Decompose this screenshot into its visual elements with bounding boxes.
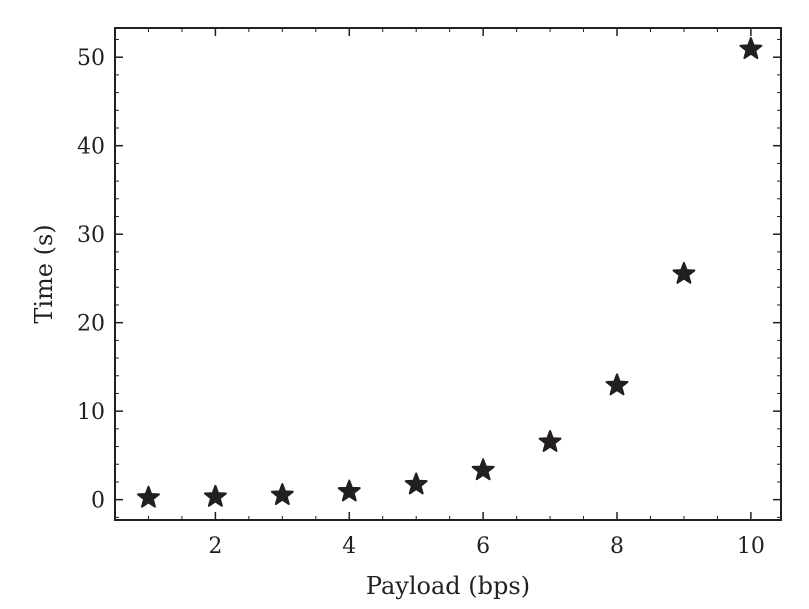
y-tick-label: 30 <box>77 223 105 248</box>
data-points <box>137 37 763 508</box>
x-tick-label: 4 <box>342 534 356 559</box>
data-point-star <box>672 261 696 284</box>
x-axis-label: Payload (bps) <box>366 572 530 600</box>
data-point-star <box>739 37 763 60</box>
x-tick-label: 2 <box>208 534 222 559</box>
y-tick-label: 50 <box>77 46 105 71</box>
data-point-star <box>337 479 361 502</box>
x-tick-label: 8 <box>610 534 624 559</box>
x-tick-label: 10 <box>737 534 765 559</box>
data-point-star <box>404 472 428 495</box>
x-tick-label: 6 <box>476 534 490 559</box>
tick-labels: 2 4 6 8 10 0 10 20 30 40 50 <box>77 46 765 559</box>
axis-ticks <box>115 28 781 520</box>
data-point-star <box>137 485 160 508</box>
data-point-star <box>270 483 294 506</box>
data-point-star <box>471 458 495 481</box>
data-point-star <box>538 430 562 452</box>
y-tick-label: 40 <box>77 135 105 160</box>
y-tick-label: 20 <box>77 312 105 337</box>
y-axis-label: Time (s) <box>30 224 58 323</box>
y-tick-label: 0 <box>91 489 105 514</box>
y-tick-label: 10 <box>77 400 105 425</box>
data-point-star <box>605 373 629 396</box>
plot-frame <box>114 27 782 521</box>
data-point-star <box>203 484 227 507</box>
